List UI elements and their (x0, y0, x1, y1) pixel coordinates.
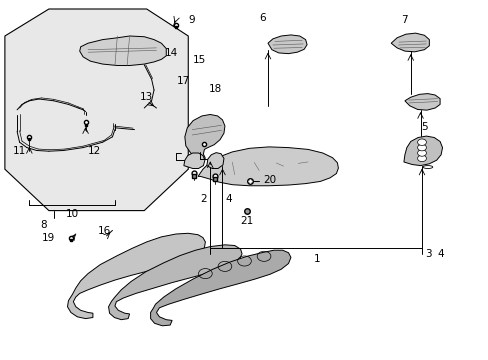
Text: 5: 5 (421, 122, 427, 132)
Text: 13: 13 (140, 91, 153, 102)
Text: 2: 2 (200, 194, 207, 204)
Circle shape (417, 150, 426, 156)
Text: 14: 14 (164, 48, 178, 58)
Text: 8: 8 (41, 220, 47, 230)
Polygon shape (184, 114, 224, 158)
Text: 6: 6 (259, 13, 265, 23)
Text: 19: 19 (42, 233, 56, 243)
Polygon shape (80, 36, 166, 66)
Polygon shape (5, 9, 188, 211)
Text: 15: 15 (192, 55, 206, 65)
Polygon shape (267, 35, 306, 54)
Text: 16: 16 (98, 226, 111, 236)
Text: 9: 9 (188, 15, 195, 25)
Polygon shape (403, 136, 442, 166)
Text: 7: 7 (401, 15, 407, 25)
Circle shape (417, 139, 426, 145)
Polygon shape (404, 94, 439, 110)
Text: 10: 10 (66, 209, 79, 219)
Text: 20: 20 (263, 175, 276, 185)
Text: 12: 12 (87, 146, 101, 156)
Polygon shape (198, 147, 338, 186)
Text: 3: 3 (425, 249, 431, 259)
Circle shape (417, 155, 426, 162)
Polygon shape (390, 33, 428, 52)
Circle shape (417, 144, 426, 151)
Text: 11: 11 (13, 146, 26, 156)
Text: 4: 4 (437, 249, 444, 259)
Text: 17: 17 (176, 76, 190, 86)
Text: 4: 4 (224, 194, 231, 204)
Polygon shape (67, 233, 205, 319)
Polygon shape (206, 153, 224, 168)
Text: 1: 1 (313, 254, 320, 264)
Text: 18: 18 (208, 84, 222, 94)
Text: 21: 21 (240, 216, 253, 226)
Polygon shape (108, 245, 242, 320)
Polygon shape (150, 250, 290, 326)
Polygon shape (183, 153, 204, 168)
